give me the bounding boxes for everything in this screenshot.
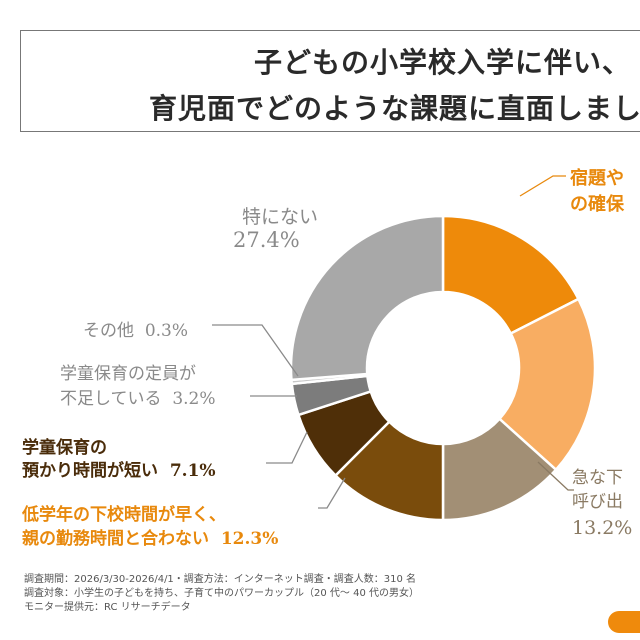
survey-notes: 調査期間：2026/3/30-2026/4/1・調査方法：インターネット調査・調… <box>24 573 419 615</box>
leader-homework <box>519 175 566 197</box>
label-school-text: 親の勤務時間と合わない <box>22 529 209 549</box>
value-sudden: 13.2% <box>572 517 633 539</box>
label-other: その他 0.3% <box>83 316 188 341</box>
label-capacity-line-2: 不足している 3.2% <box>60 384 216 409</box>
label-hours-line-1: 学童保育の <box>22 438 107 458</box>
title-box: 子どもの小学校入学に伴い、 育児面でどのような課題に直面しまし <box>20 30 640 132</box>
note-line-3: モニター提供元：RC リサーチデータ <box>24 602 191 613</box>
leader-sudden <box>537 461 574 491</box>
note-line-1: 調査期間：2026/3/30-2026/4/1・調査方法：インターネット調査・調… <box>24 574 417 585</box>
donut-slice-7 <box>289 214 445 382</box>
label-school-line-1: 低学年の下校時間が早く、 <box>22 505 226 525</box>
value-none: 27.4% <box>233 228 300 252</box>
leader-hours <box>266 431 308 464</box>
label-sudden-line-2: 呼び出 <box>572 492 623 512</box>
donut-slice-0 <box>441 214 581 336</box>
donut-slice-1 <box>497 297 597 472</box>
label-homework-line-1: 宿題や <box>570 168 624 189</box>
label-other-text: その他 <box>83 321 134 341</box>
leader-other <box>212 324 299 377</box>
decorative-pill <box>608 611 640 633</box>
label-homework-line-2: の確保 <box>570 194 624 215</box>
chart-title-line-1: 子どもの小学校入学に伴い、 <box>254 46 632 79</box>
value-school: 12.3% <box>220 529 279 549</box>
value-other: 0.3% <box>144 321 189 341</box>
label-hours-line-2: 預かり時間が短い 7.1% <box>22 456 216 481</box>
label-capacity-text: 不足している <box>60 389 162 409</box>
label-hours-text: 預かり時間が短い <box>22 461 158 481</box>
note-line-2: 調査対象：小学生の子どもを持ち、子育て中のパワーカップル（20 代～ 40 代の… <box>24 588 419 599</box>
label-sudden-line-1: 急な下 <box>572 468 623 488</box>
chart-title-line-2: 育児面でどのような課題に直面しまし <box>149 92 640 125</box>
value-hours: 7.1% <box>169 461 216 481</box>
leader-school <box>318 477 346 509</box>
value-capacity: 3.2% <box>172 389 216 409</box>
label-capacity-line-1: 学童保育の定員が <box>60 364 196 384</box>
label-school-line-2: 親の勤務時間と合わない 12.3% <box>22 524 278 549</box>
label-none: 特にない <box>242 206 319 228</box>
